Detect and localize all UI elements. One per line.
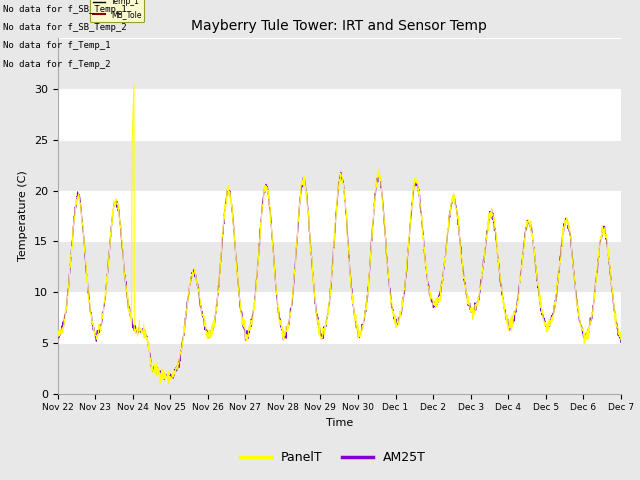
Bar [58, 343, 621, 394]
Title: Mayberry Tule Tower: IRT and Sensor Temp: Mayberry Tule Tower: IRT and Sensor Temp [191, 19, 487, 33]
Bar [58, 89, 621, 140]
Bar [58, 292, 621, 343]
Bar [58, 241, 621, 292]
Bar [58, 191, 621, 241]
Bar [58, 38, 621, 89]
X-axis label: Time: Time [326, 418, 353, 428]
Text: No data for f_SB_Temp_1: No data for f_SB_Temp_1 [3, 5, 127, 14]
Y-axis label: Temperature (C): Temperature (C) [18, 170, 28, 262]
Text: No data for f_Temp_1: No data for f_Temp_1 [3, 41, 111, 50]
Legend: Temp_1, MB_Tole: Temp_1, MB_Tole [90, 0, 145, 22]
Text: No data for f_SB_Temp_2: No data for f_SB_Temp_2 [3, 23, 127, 32]
Legend: PanelT, AM25T: PanelT, AM25T [235, 446, 431, 469]
Text: No data for f_Temp_2: No data for f_Temp_2 [3, 60, 111, 69]
Bar [58, 140, 621, 191]
